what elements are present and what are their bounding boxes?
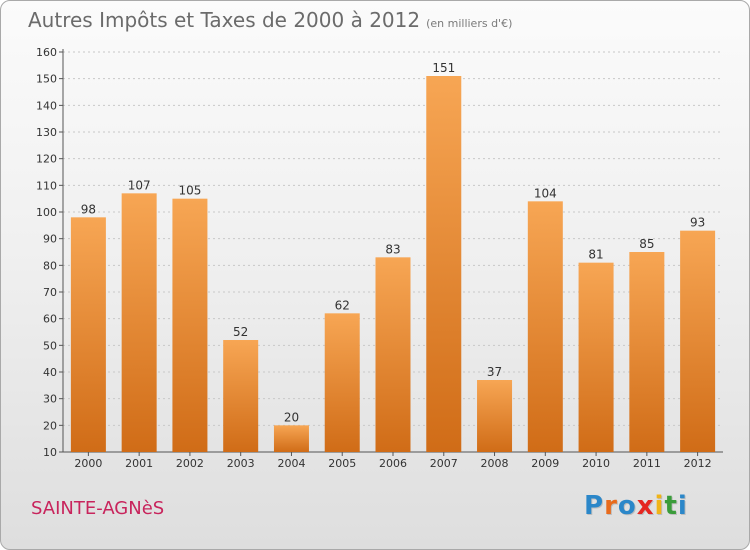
bar-value-label: 151: [432, 61, 455, 75]
x-tick-label: 2008: [481, 457, 509, 470]
logo-letter: r: [604, 491, 618, 521]
bar-value-label: 52: [233, 325, 248, 339]
bar: [578, 262, 614, 452]
y-tick-label: 160: [36, 46, 57, 59]
bar-value-label: 81: [588, 248, 603, 262]
bar: [121, 193, 157, 453]
x-tick-label: 2006: [379, 457, 407, 470]
x-tick-label: 2002: [176, 457, 204, 470]
logo-letter: P: [584, 491, 605, 521]
y-tick-label: 140: [36, 99, 57, 112]
x-tick-label: 2001: [125, 457, 153, 470]
y-tick-label: 10: [43, 446, 57, 459]
bar-value-label: 37: [487, 365, 502, 379]
bar: [273, 425, 309, 452]
bar: [426, 76, 462, 452]
bar-value-label: 107: [128, 178, 151, 192]
bar-value-label: 20: [284, 410, 299, 424]
bar: [324, 313, 360, 452]
y-tick-label: 90: [43, 233, 57, 246]
y-tick-label: 40: [43, 366, 57, 379]
x-tick-label: 2011: [633, 457, 661, 470]
proxiti-logo: Proxiti: [584, 491, 688, 521]
x-tick-label: 2010: [582, 457, 610, 470]
bar: [375, 257, 411, 452]
y-tick-label: 20: [43, 419, 57, 432]
y-tick-label: 110: [36, 179, 57, 192]
logo-letter: i: [677, 491, 688, 521]
bar: [629, 252, 665, 452]
logo-letter: i: [654, 491, 665, 521]
x-tick-label: 2012: [684, 457, 712, 470]
y-tick-label: 130: [36, 126, 57, 139]
x-tick-label: 2004: [277, 457, 305, 470]
x-tick-label: 2007: [430, 457, 458, 470]
chart-title: Autres Impôts et Taxes de 2000 à 2012 (en…: [28, 8, 512, 32]
y-tick-label: 70: [43, 286, 57, 299]
logo-letter: x: [636, 491, 655, 521]
bar: [223, 340, 259, 452]
chart-title-unit: (en milliers d'€): [426, 17, 513, 30]
bar-value-label: 93: [690, 216, 705, 230]
bar-value-label: 83: [385, 242, 400, 256]
x-tick-label: 2009: [531, 457, 559, 470]
x-tick-label: 2003: [227, 457, 255, 470]
y-tick-label: 120: [36, 153, 57, 166]
bar-value-label: 104: [534, 186, 557, 200]
logo-letter: t: [664, 491, 678, 521]
logo-letter: o: [617, 491, 637, 521]
y-tick-label: 30: [43, 393, 57, 406]
bar: [477, 380, 513, 452]
y-tick-label: 100: [36, 206, 57, 219]
y-tick-label: 50: [43, 339, 57, 352]
x-tick-label: 2005: [328, 457, 356, 470]
y-tick-label: 80: [43, 259, 57, 272]
bar-value-label: 85: [639, 237, 654, 251]
bar-value-label: 98: [81, 202, 96, 216]
bar: [172, 198, 208, 452]
bar: [70, 217, 106, 452]
x-tick-label: 2000: [74, 457, 102, 470]
bar-value-label: 105: [178, 184, 201, 198]
bar-value-label: 62: [335, 298, 350, 312]
commune-name: SAINTE-AGNèS: [31, 498, 165, 519]
y-tick-label: 60: [43, 313, 57, 326]
chart-title-main: Autres Impôts et Taxes de 2000 à 2012: [28, 8, 421, 32]
y-tick-label: 150: [36, 73, 57, 86]
bar: [527, 201, 563, 452]
bar: [680, 230, 716, 452]
